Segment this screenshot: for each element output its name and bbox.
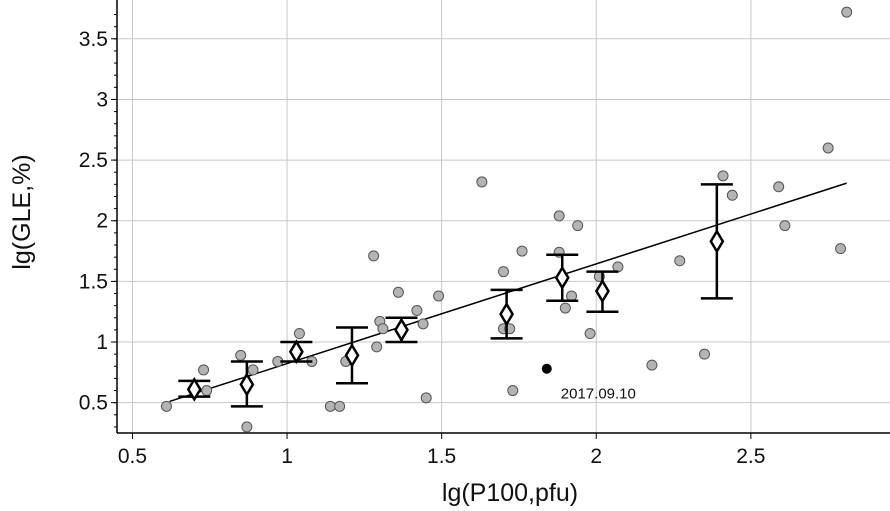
- y-axis-title: lg(GLE,%): [8, 154, 36, 269]
- data-point: [674, 255, 686, 267]
- data-point: [516, 245, 528, 257]
- mean-diamond: [554, 265, 570, 291]
- data-point: [368, 250, 380, 262]
- data-point: [247, 364, 259, 376]
- data-point: [377, 323, 389, 335]
- outlier-point: [541, 363, 552, 374]
- data-point: [235, 349, 247, 361]
- x-tick-label: 2: [590, 445, 602, 468]
- data-point: [559, 302, 571, 314]
- grid: [117, 0, 890, 433]
- data-point: [198, 364, 210, 376]
- x-tick-label: 0.5: [118, 445, 147, 468]
- mean-diamond: [709, 228, 725, 254]
- mean-diamond: [239, 372, 255, 397]
- data-point: [572, 220, 584, 232]
- tick-labels: 0.5 1 1.5 2 2.5 0.5 1 1.5 2 2.5 3 3.5: [79, 28, 766, 468]
- x-tick-label: 1: [281, 445, 293, 468]
- data-point: [160, 400, 172, 412]
- data-point: [726, 189, 738, 201]
- data-point: [201, 385, 213, 397]
- x-axis-title: lg(P100,pfu): [442, 479, 578, 507]
- mean-diamond: [288, 339, 304, 365]
- mean-diamond: [344, 342, 360, 368]
- data-point: [241, 421, 253, 433]
- x-tick-label: 1.5: [427, 445, 456, 468]
- outlier-group: 2017.09.10: [541, 363, 636, 403]
- fit-line-group: [169, 182, 847, 403]
- data-point: [293, 328, 305, 340]
- mean-diamond: [186, 376, 202, 402]
- data-point: [498, 266, 509, 278]
- data-point: [841, 6, 853, 18]
- axes: [111, 0, 890, 439]
- outlier-label: 2017.09.10: [561, 386, 636, 403]
- data-point: [779, 220, 791, 232]
- data-point: [646, 359, 658, 371]
- y-tick-label: 1: [96, 331, 108, 354]
- data-point: [822, 142, 834, 154]
- y-tick-label: 0.5: [79, 392, 108, 415]
- data-point: [717, 170, 729, 182]
- data-point: [698, 348, 710, 360]
- data-point: [773, 181, 785, 193]
- data-point: [392, 286, 404, 298]
- x-tick-label: 2.5: [736, 445, 765, 468]
- data-point: [417, 318, 429, 330]
- data-point: [612, 261, 624, 273]
- data-point: [835, 243, 847, 255]
- y-tick-label: 2.5: [79, 149, 108, 172]
- y-tick-label: 3.5: [79, 28, 108, 51]
- data-point: [566, 290, 578, 302]
- data-point: [476, 176, 488, 188]
- data-point: [324, 400, 336, 412]
- mean-diamond: [394, 317, 409, 343]
- data-point: [553, 210, 565, 222]
- data-points: [160, 6, 853, 433]
- mean-diamond: [499, 301, 515, 327]
- y-tick-label: 2: [96, 210, 108, 233]
- data-point: [584, 328, 596, 340]
- mean-diamond: [594, 278, 610, 304]
- y-tick-label: 3: [96, 88, 108, 111]
- data-point: [420, 392, 432, 404]
- y-tick-label: 1.5: [79, 270, 108, 293]
- data-point: [433, 290, 445, 302]
- data-point: [507, 385, 519, 397]
- data-point: [371, 341, 383, 353]
- data-point: [411, 304, 423, 316]
- error-bars: [178, 183, 733, 408]
- fit-line: [169, 182, 847, 403]
- data-point: [334, 400, 346, 412]
